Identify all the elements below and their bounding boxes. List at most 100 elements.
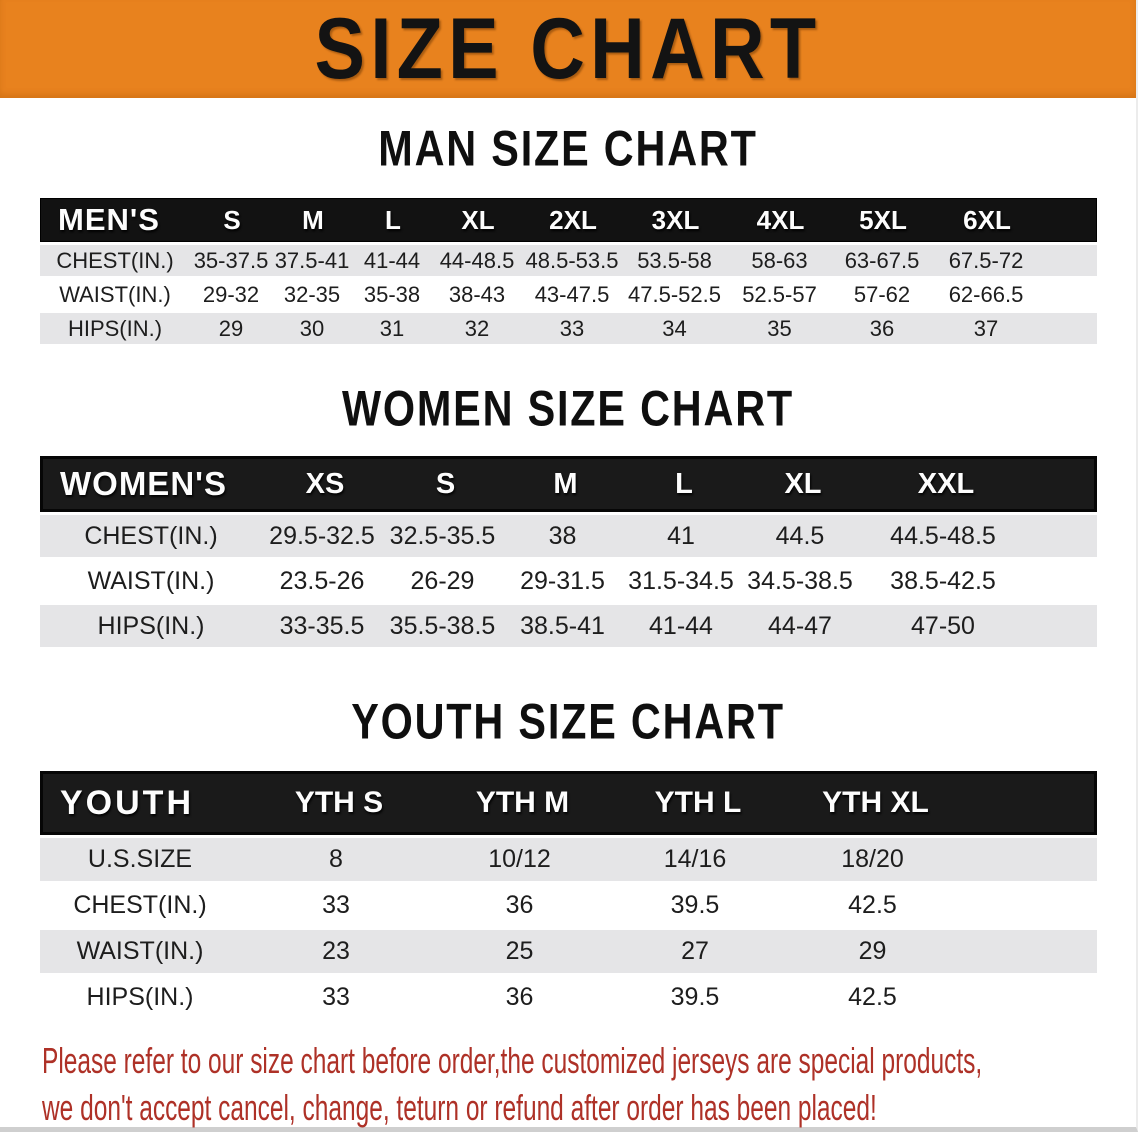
value-cell: 27 bbox=[681, 937, 709, 965]
women-header-size-l: L bbox=[675, 467, 693, 500]
women-section-heading: WOMEN SIZE CHART bbox=[342, 379, 794, 437]
value-cell: 36 bbox=[505, 891, 534, 919]
men-section-heading: MAN SIZE CHART bbox=[378, 119, 758, 177]
value-cell: 34 bbox=[662, 315, 687, 341]
value-cell: 31.5-34.5 bbox=[628, 566, 734, 595]
value-cell: 23.5-26 bbox=[279, 566, 365, 595]
value-cell: 67.5-72 bbox=[948, 247, 1024, 273]
women-size-table: WOMEN'S XS S M L XL XXL CHEST(IN.) 29.5-… bbox=[40, 456, 1097, 647]
men-header-size-s: S bbox=[223, 204, 241, 235]
footer-notice: Please refer to our size chart before or… bbox=[0, 1037, 1136, 1131]
value-cell: 58-63 bbox=[751, 247, 808, 273]
value-cell: 35-37.5 bbox=[193, 247, 269, 273]
men-header-size-3xl: 3XL bbox=[651, 204, 700, 235]
row-label: WAIST(IN.) bbox=[87, 566, 215, 595]
value-cell: 29.5-32.5 bbox=[269, 521, 375, 550]
value-cell: 35.5-38.5 bbox=[389, 611, 496, 640]
notice-line-1: Please refer to our size chart before or… bbox=[42, 1040, 983, 1081]
value-cell: 14/16 bbox=[663, 845, 727, 873]
value-cell: 48.5-53.5 bbox=[525, 247, 619, 273]
value-cell: 53.5-58 bbox=[637, 247, 712, 273]
value-cell: 44.5-48.5 bbox=[890, 521, 996, 550]
women-header-row: WOMEN'S XS S M L XL XXL bbox=[40, 456, 1097, 512]
value-cell: 18/20 bbox=[841, 845, 904, 873]
value-cell: 33 bbox=[559, 315, 585, 341]
men-header-size-m: M bbox=[302, 204, 324, 235]
value-cell: 52.5-57 bbox=[742, 281, 817, 307]
value-cell: 33 bbox=[322, 891, 350, 919]
women-header-size-s: S bbox=[435, 467, 456, 500]
men-chest-row: CHEST(IN.) 35-37.5 37.5-41 41-44 44-48.5… bbox=[40, 245, 1097, 276]
women-waist-row: WAIST(IN.) 23.5-26 26-29 29-31.5 31.5-34… bbox=[40, 560, 1097, 602]
women-header-size-xl: XL bbox=[784, 467, 822, 500]
men-hips-row: HIPS(IN.) 29 30 31 32 33 34 35 36 37 bbox=[40, 313, 1097, 344]
value-cell: 10/12 bbox=[488, 845, 551, 873]
youth-waist-row: WAIST(IN.) 23 25 27 29 bbox=[40, 930, 1097, 973]
value-cell: 47-50 bbox=[911, 611, 975, 640]
men-header-size-6xl: 6XL bbox=[963, 204, 1011, 235]
row-label: CHEST(IN.) bbox=[84, 521, 218, 550]
value-cell: 25 bbox=[505, 937, 534, 965]
youth-header-label: YOUTH bbox=[60, 783, 194, 822]
value-cell: 29 bbox=[858, 937, 887, 965]
men-header-label: MEN'S bbox=[58, 202, 160, 237]
youth-header-size-l: YTH L bbox=[654, 786, 742, 819]
value-cell: 31 bbox=[379, 315, 405, 341]
men-header-size-xl: XL bbox=[461, 204, 495, 235]
value-cell: 29-32 bbox=[202, 281, 260, 307]
value-cell: 8 bbox=[329, 845, 343, 873]
row-label: CHEST(IN.) bbox=[56, 247, 174, 273]
youth-header-size-xl: YTH XL bbox=[822, 786, 929, 819]
value-cell: 42.5 bbox=[848, 891, 897, 919]
value-cell: 43-47.5 bbox=[534, 281, 610, 307]
value-cell: 36 bbox=[505, 983, 534, 1011]
value-cell: 33-35.5 bbox=[279, 611, 365, 640]
banner-title: SIZE CHART bbox=[314, 1, 822, 97]
youth-header-size-m: YTH M bbox=[475, 786, 570, 819]
value-cell: 38-43 bbox=[448, 281, 506, 307]
value-cell: 36 bbox=[869, 315, 895, 341]
value-cell: 47.5-52.5 bbox=[628, 281, 721, 307]
row-label: WAIST(IN.) bbox=[76, 937, 204, 965]
youth-size-table: YOUTH YTH S YTH M YTH L YTH XL U.S.SIZE … bbox=[40, 771, 1097, 1019]
value-cell: 57-62 bbox=[853, 281, 911, 307]
men-header-row: MEN'S S M L XL 2XL 3XL 4XL 5XL 6XL bbox=[40, 198, 1097, 242]
men-size-table: MEN'S S M L XL 2XL 3XL 4XL 5XL 6XL CHEST… bbox=[40, 198, 1097, 344]
value-cell: 35 bbox=[767, 315, 792, 341]
youth-hips-row: HIPS(IN.) 33 36 39.5 42.5 bbox=[40, 976, 1097, 1019]
banner: SIZE CHART bbox=[0, 0, 1136, 98]
value-cell: 33 bbox=[322, 983, 350, 1011]
value-cell: 37.5-41 bbox=[274, 247, 350, 273]
youth-section-heading: YOUTH SIZE CHART bbox=[351, 692, 785, 750]
value-cell: 38.5-42.5 bbox=[890, 566, 996, 595]
value-cell: 39.5 bbox=[670, 983, 720, 1011]
women-header-size-m: M bbox=[553, 467, 578, 500]
women-header-size-xs: XS bbox=[305, 467, 345, 500]
value-cell: 41 bbox=[667, 521, 695, 550]
women-header-label: WOMEN'S bbox=[60, 465, 228, 502]
value-cell: 44.5 bbox=[775, 521, 825, 550]
row-label: U.S.SIZE bbox=[87, 845, 193, 873]
value-cell: 44-47 bbox=[768, 611, 832, 640]
women-chest-row: CHEST(IN.) 29.5-32.5 32.5-35.5 38 41 44.… bbox=[40, 515, 1097, 557]
youth-chest-row: CHEST(IN.) 33 36 39.5 42.5 bbox=[40, 884, 1097, 927]
value-cell: 26-29 bbox=[410, 566, 475, 595]
row-label: HIPS(IN.) bbox=[97, 611, 205, 640]
men-header-size-5xl: 5XL bbox=[859, 204, 907, 235]
value-cell: 30 bbox=[299, 315, 325, 341]
youth-header-row: YOUTH YTH S YTH M YTH L YTH XL bbox=[40, 771, 1097, 835]
value-cell: 41-44 bbox=[363, 247, 421, 273]
women-header-size-xxl: XXL bbox=[917, 467, 975, 500]
value-cell: 29-31.5 bbox=[520, 566, 605, 595]
value-cell: 37 bbox=[973, 315, 999, 341]
row-label: WAIST(IN.) bbox=[59, 281, 171, 307]
value-cell: 32 bbox=[464, 315, 490, 341]
men-header-size-2xl: 2XL bbox=[549, 204, 597, 235]
youth-ussize-row: U.S.SIZE 8 10/12 14/16 18/20 bbox=[40, 838, 1097, 881]
row-label: CHEST(IN.) bbox=[73, 891, 207, 919]
value-cell: 38 bbox=[548, 521, 577, 550]
row-label: HIPS(IN.) bbox=[86, 983, 194, 1011]
value-cell: 32-35 bbox=[283, 281, 341, 307]
row-label: HIPS(IN.) bbox=[67, 315, 163, 341]
